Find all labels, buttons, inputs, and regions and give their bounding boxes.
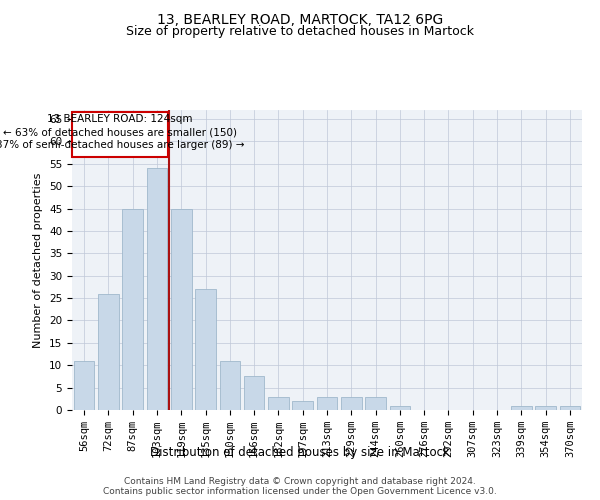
Bar [220,360,240,410]
Text: Size of property relative to detached houses in Martock: Size of property relative to detached ho… [126,25,474,38]
Text: 13, BEARLEY ROAD, MARTOCK, TA12 6PG: 13, BEARLEY ROAD, MARTOCK, TA12 6PG [157,12,443,26]
Text: ← 63% of detached houses are smaller (150): ← 63% of detached houses are smaller (15… [3,127,237,137]
Bar [389,406,410,410]
Y-axis label: Number of detached properties: Number of detached properties [34,172,43,348]
Text: 13 BEARLEY ROAD: 124sqm: 13 BEARLEY ROAD: 124sqm [47,114,193,124]
Bar [244,376,265,410]
Text: Contains HM Land Registry data © Crown copyright and database right 2024.: Contains HM Land Registry data © Crown c… [124,476,476,486]
Bar [560,406,580,410]
Bar [268,396,289,410]
Bar [98,294,119,410]
Text: Distribution of detached houses by size in Martock: Distribution of detached houses by size … [150,446,450,459]
Text: Contains public sector information licensed under the Open Government Licence v3: Contains public sector information licen… [103,486,497,496]
Bar [317,396,337,410]
Bar [365,396,386,410]
Bar [74,360,94,410]
Bar [146,168,167,410]
Text: 37% of semi-detached houses are larger (89) →: 37% of semi-detached houses are larger (… [0,140,244,150]
Bar [122,208,143,410]
Bar [195,289,216,410]
Bar [535,406,556,410]
Bar [171,208,191,410]
Bar [292,401,313,410]
Bar [511,406,532,410]
Bar [341,396,362,410]
FancyBboxPatch shape [73,112,168,157]
